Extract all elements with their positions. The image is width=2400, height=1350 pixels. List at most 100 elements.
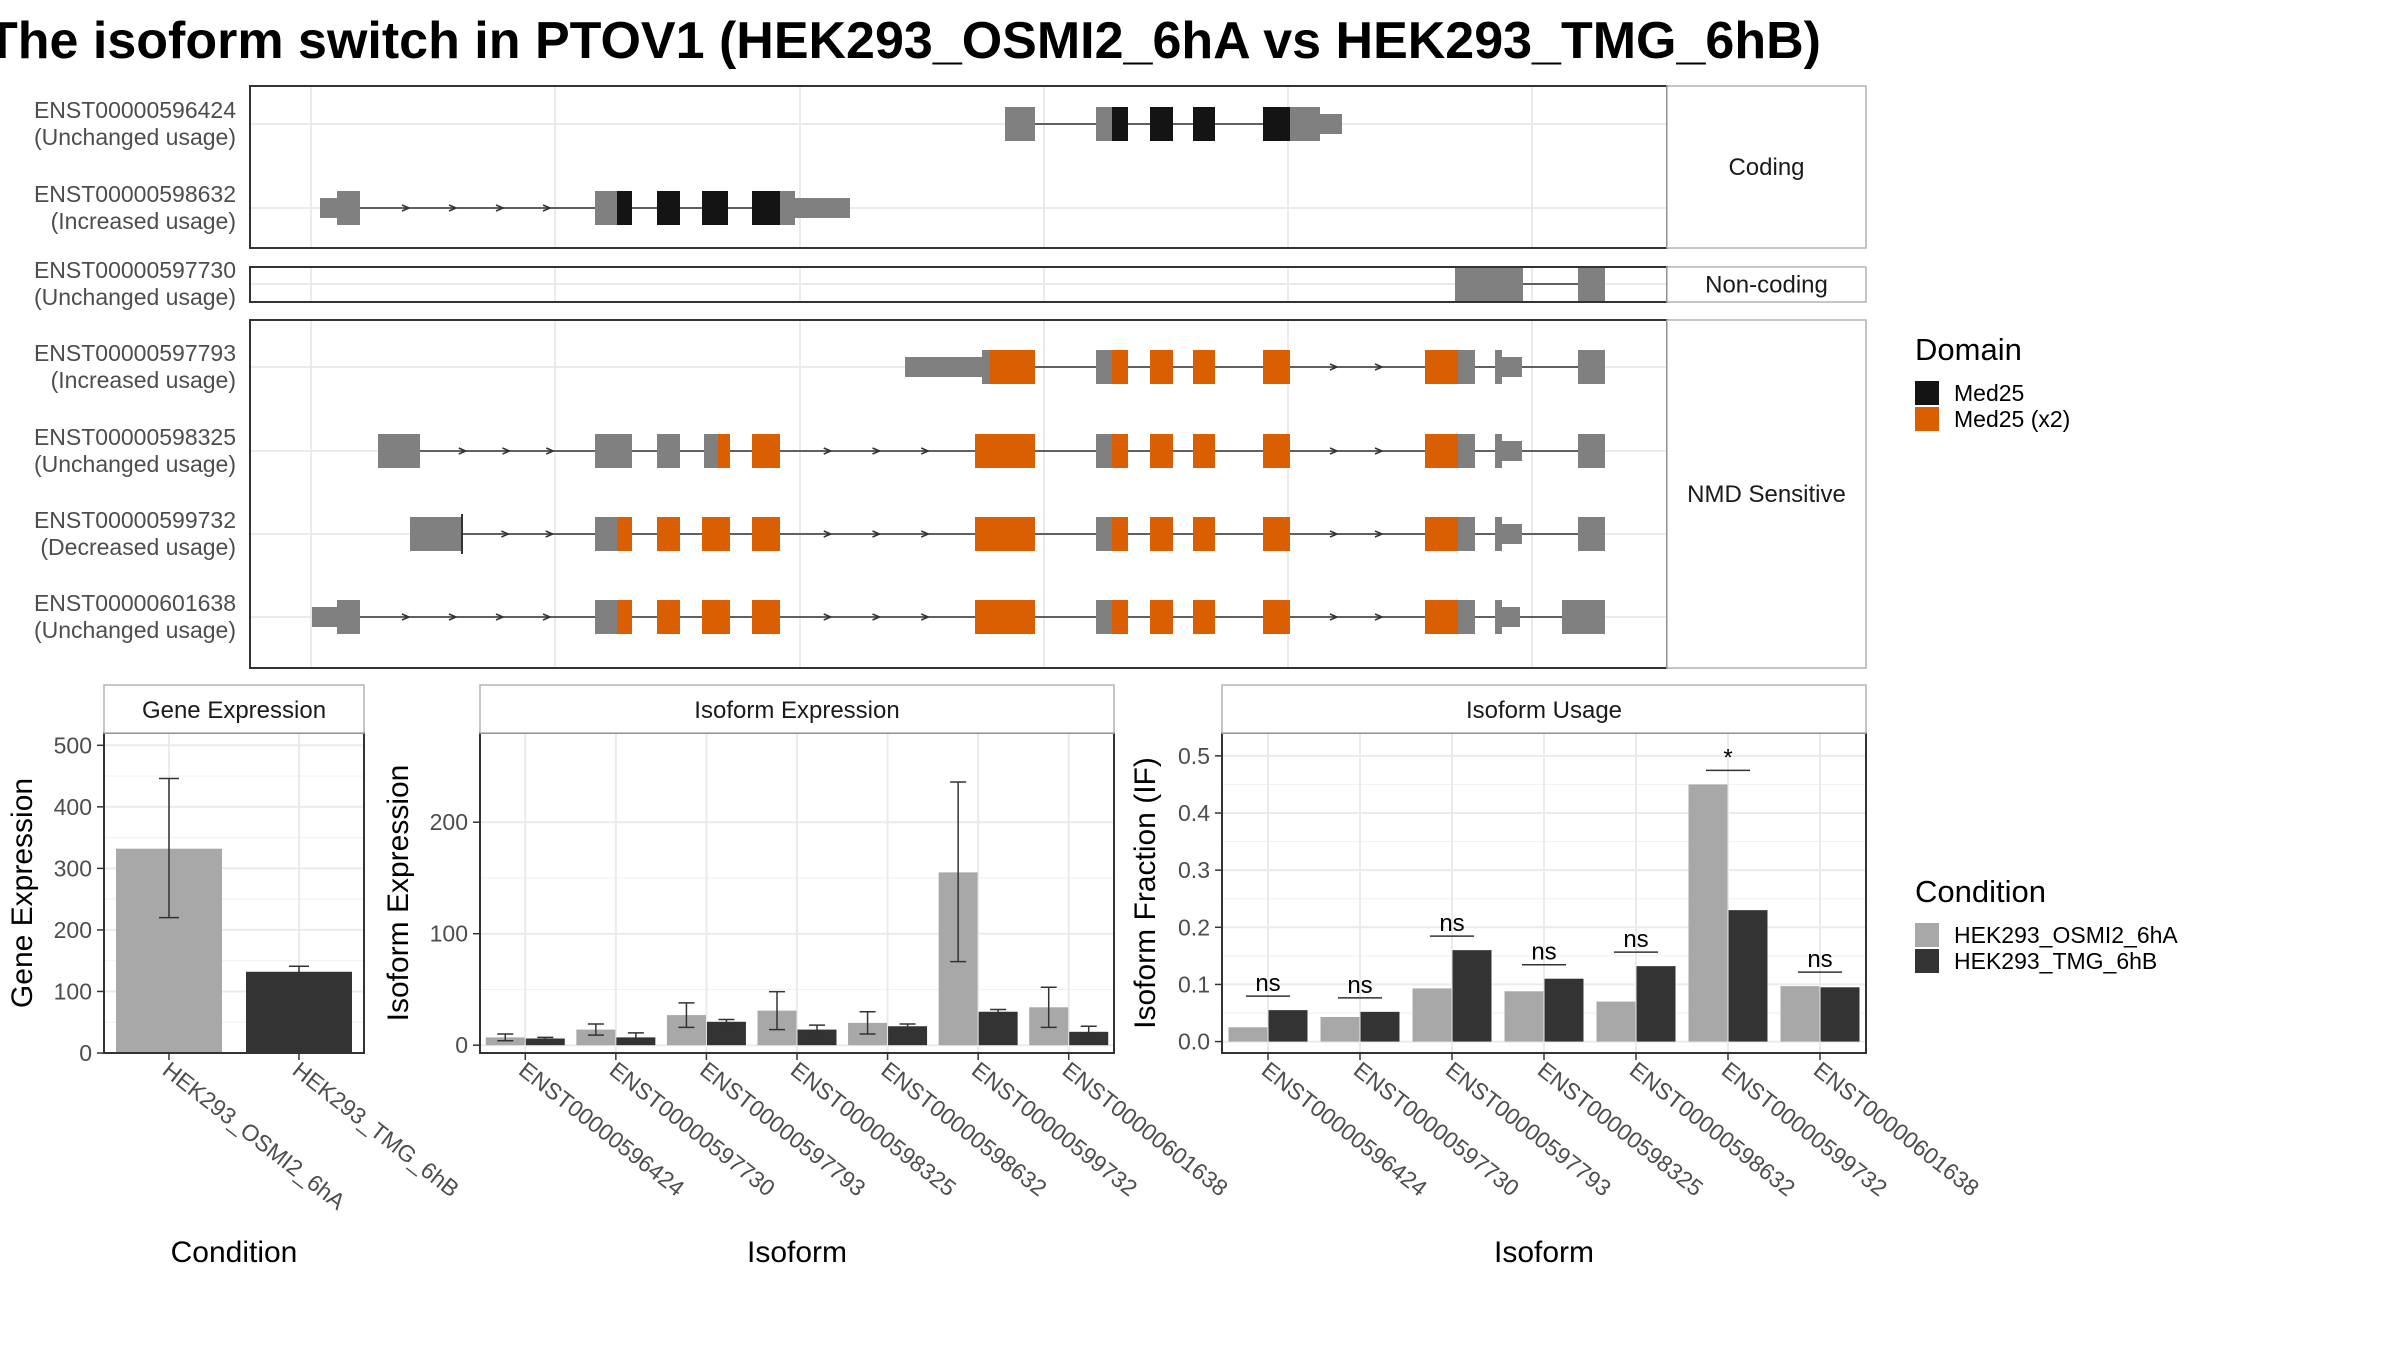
- structure-panel-bg: [250, 86, 1667, 248]
- med25-x2-domain-block: [657, 517, 680, 551]
- transcript-usage-label: (Increased usage): [51, 367, 236, 393]
- med25-x2-domain-block: [1263, 517, 1290, 551]
- med25-x2-domain-block: [1193, 350, 1215, 384]
- bar: [706, 1021, 746, 1046]
- y-tick-label: 500: [54, 732, 92, 758]
- bar: [246, 971, 352, 1053]
- intron-arrow: [1329, 613, 1339, 621]
- structure-group-nmd-sensitive: NMD Sensitive: [249, 319, 1867, 669]
- figure-title: The isoform switch in PTOV1 (HEK293_OSMI…: [0, 12, 1821, 70]
- x-tick-label: ENST00000601638: [1809, 1056, 1984, 1201]
- intron-arrow: [1329, 363, 1339, 371]
- med25-domain-block: [752, 191, 780, 225]
- utr-exon-block: [1495, 434, 1502, 468]
- utr-exon-block: [378, 434, 420, 468]
- transcript-id-label: ENST00000598325: [34, 424, 236, 450]
- group-strip-label: NMD Sensitive: [1687, 481, 1846, 508]
- med25-x2-domain-block: [1425, 434, 1458, 468]
- utr-exon-block: [795, 198, 850, 218]
- y-axis-title: Gene Expression: [6, 778, 39, 1008]
- utr-exon-block: [1458, 517, 1475, 551]
- bar: [1228, 1027, 1268, 1042]
- significance-label: ns: [1807, 946, 1832, 973]
- significance-label: ns: [1347, 972, 1372, 999]
- utr-exon-block: [905, 357, 982, 377]
- bar: [1320, 1017, 1360, 1042]
- utr-exon-block: [1458, 434, 1475, 468]
- intron-arrow: [872, 530, 882, 538]
- chart-strip: [103, 684, 365, 734]
- bar: [1268, 1010, 1308, 1042]
- chart-strip-label: Isoform Usage: [1466, 697, 1622, 724]
- med25-x2-domain-block: [718, 434, 730, 468]
- med25-x2-domain-block: [617, 600, 632, 634]
- bar: [1780, 986, 1820, 1042]
- med25-domain-block: [617, 191, 632, 225]
- med25-x2-domain-block: [702, 517, 730, 551]
- y-tick-label: 200: [54, 917, 92, 943]
- intron-arrow: [495, 613, 505, 621]
- intron-arrow: [448, 204, 458, 212]
- y-tick-label: 100: [430, 921, 468, 947]
- utr-exon-block: [1578, 350, 1605, 384]
- x-tick-label: ENST00000601638: [1058, 1056, 1233, 1201]
- intron-arrow: [872, 447, 882, 455]
- med25-x2-domain-block: [975, 434, 1035, 468]
- med25-x2-domain-block: [752, 517, 780, 551]
- utr-exon-block: [1502, 441, 1522, 461]
- med25-x2-domain-block: [1112, 350, 1128, 384]
- significance-label: *: [1723, 744, 1732, 771]
- y-tick-label: 0.3: [1178, 857, 1210, 883]
- x-axis-title: Isoform: [1494, 1236, 1594, 1269]
- transcript-usage-label: (Unchanged usage): [34, 617, 236, 643]
- structure-group-non-coding: Non-coding: [249, 266, 1867, 303]
- intron-arrow: [823, 613, 833, 621]
- group-strip: [1666, 266, 1867, 303]
- group-strip-label: Coding: [1728, 154, 1804, 181]
- med25-x2-domain-block: [1193, 600, 1215, 634]
- utr-exon-block: [337, 600, 360, 634]
- transcript-ENST00000597793: [905, 350, 1605, 384]
- intron-arrow: [823, 530, 833, 538]
- utr-exon-block: [1578, 517, 1605, 551]
- intron-arrow: [1374, 613, 1384, 621]
- transcript-structure-panel: Coding ENST00000596424 (Unchanged usage) EN…: [34, 85, 1867, 669]
- intron-arrow: [502, 447, 512, 455]
- domain-legend-key: [1915, 381, 1939, 405]
- med25-domain-block: [1150, 107, 1173, 141]
- med25-x2-domain-block: [1150, 434, 1173, 468]
- transcript-id-label: ENST00000596424: [34, 97, 236, 123]
- x-tick-label: ENST00000596424: [514, 1056, 689, 1201]
- transcript-id-label: ENST00000598632: [34, 181, 236, 207]
- med25-x2-domain-block: [990, 350, 1035, 384]
- bar: [1360, 1011, 1400, 1042]
- transcript-ENST00000601638: [312, 600, 1605, 634]
- bar: [1688, 784, 1728, 1042]
- utr-exon-block: [595, 191, 617, 225]
- x-tick-label: ENST00000597793: [1441, 1056, 1616, 1201]
- x-tick-label: ENST00000597730: [605, 1056, 780, 1201]
- med25-domain-block: [702, 191, 728, 225]
- bar: [1544, 978, 1584, 1042]
- med25-x2-domain-block: [1263, 600, 1290, 634]
- x-tick-label: ENST00000598632: [1625, 1056, 1800, 1201]
- transcript-ENST00000597730: [1455, 267, 1605, 301]
- transcript-usage-label: (Increased usage): [51, 208, 236, 234]
- y-tick-label: 0.4: [1178, 800, 1210, 826]
- x-tick-label: ENST00000598325: [1533, 1056, 1708, 1201]
- significance-label: ns: [1623, 926, 1648, 953]
- med25-x2-domain-block: [1193, 434, 1215, 468]
- utr-exon-block: [1458, 350, 1475, 384]
- utr-exon-block: [320, 198, 337, 218]
- x-tick-label: ENST00000596424: [1257, 1056, 1432, 1201]
- significance-label: ns: [1439, 910, 1464, 937]
- utr-exon-block: [1005, 107, 1035, 141]
- transcript-ENST00000596424: [1005, 107, 1342, 141]
- transcript-id-label: ENST00000597730: [34, 257, 236, 283]
- condition-legend-key: [1915, 949, 1939, 973]
- y-tick-label: 100: [54, 978, 92, 1004]
- group-strip: [1666, 319, 1867, 669]
- x-tick-label: ENST00000599732: [1717, 1056, 1892, 1201]
- utr-exon-block: [1495, 350, 1502, 384]
